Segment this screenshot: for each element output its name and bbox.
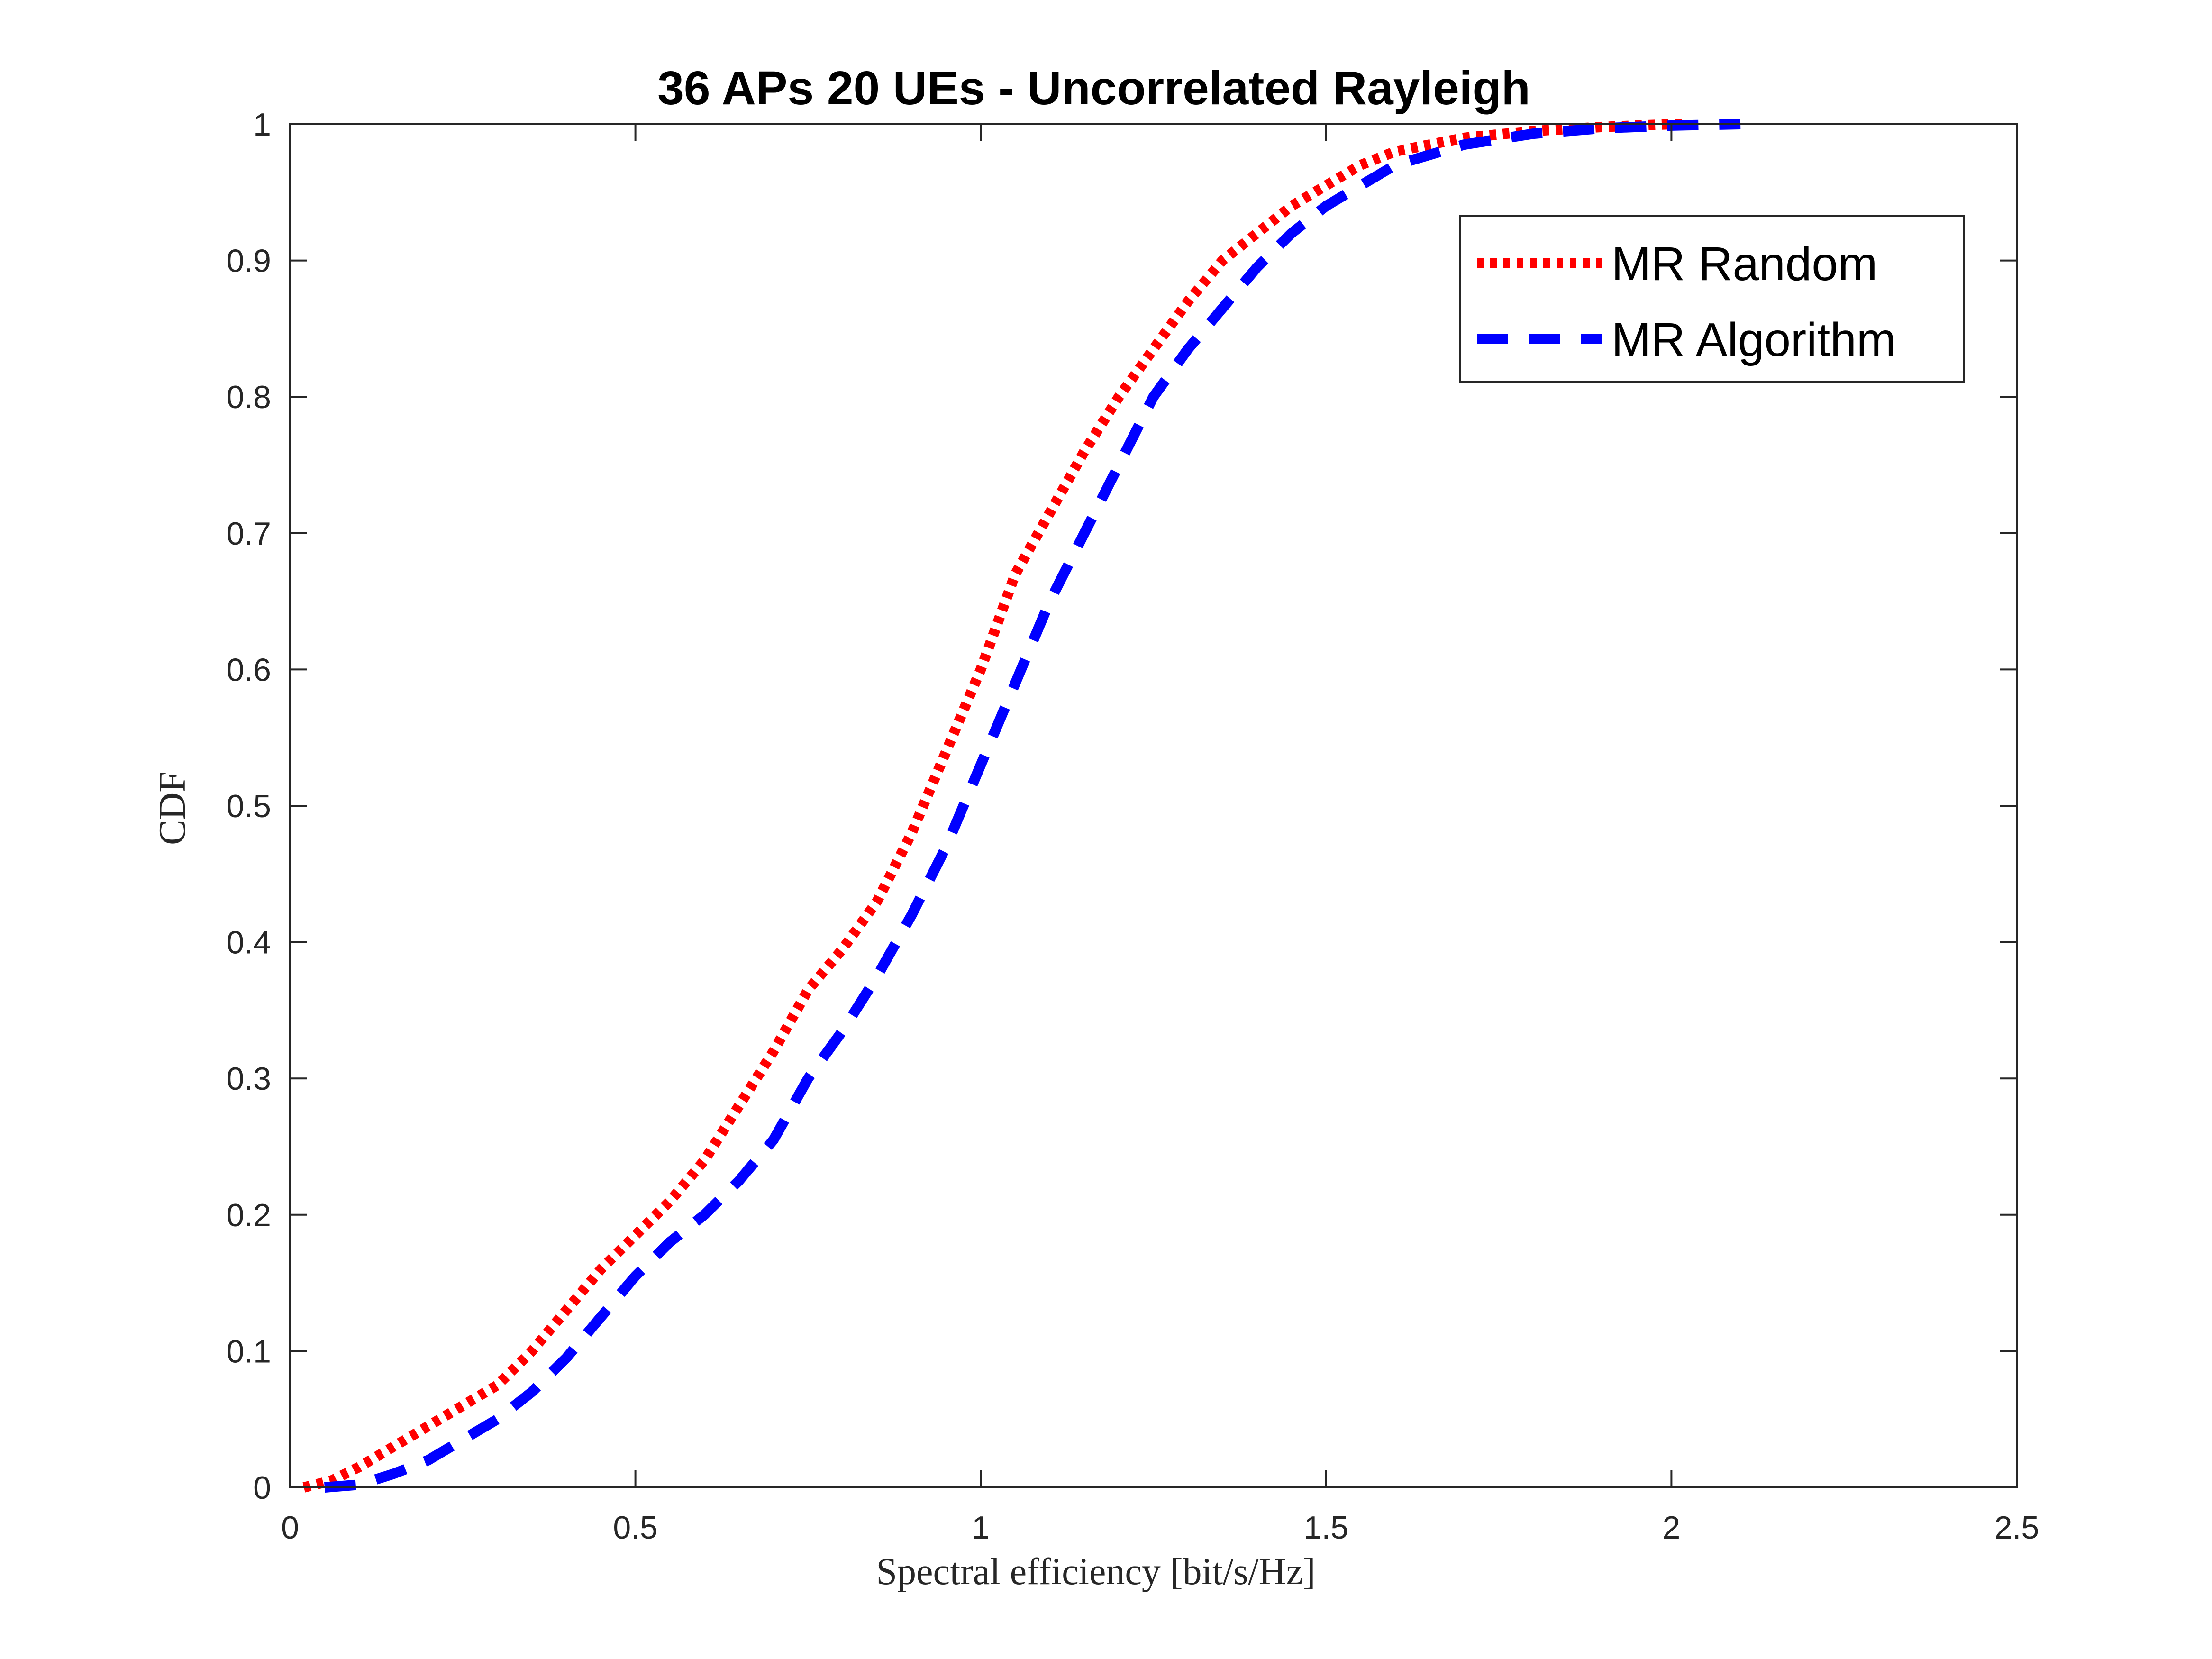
x-tick-label: 1	[972, 1510, 990, 1546]
x-axis-label: Spectral efficiency [bit/s/Hz]	[876, 1551, 1315, 1593]
legend-label-1: MR Random	[1611, 237, 1877, 291]
x-tick-label: 0	[281, 1510, 299, 1546]
legend: MR Random MR Algorithm	[1459, 215, 1965, 383]
y-tick-label: 0.3	[226, 1061, 271, 1097]
y-axis-label: CDF	[152, 771, 193, 845]
series-line-2	[324, 119, 1741, 1493]
x-tick-label: 0.5	[613, 1510, 658, 1546]
y-tick-label: 0.1	[226, 1333, 271, 1369]
y-tick-label: 0.4	[226, 925, 271, 961]
legend-box	[1459, 215, 1965, 383]
y-tick-label: 0.8	[226, 379, 271, 415]
legend-label-2: MR Algorithm	[1611, 313, 1896, 366]
y-tick-label: 0.2	[226, 1197, 271, 1233]
y-tick-label: 0.5	[226, 788, 271, 824]
y-tick-label: 1	[253, 107, 271, 143]
y-tick-label: 0.6	[226, 652, 271, 688]
x-tick-label: 1.5	[1304, 1510, 1349, 1546]
axis-ticks: 0 0.5 1 1.5 2 2.5 0 0.1 0.2 0.3 0.4 0.5 0.6 0.7 0.8 0.9…	[226, 107, 2039, 1546]
y-tick-label: 0.9	[226, 243, 271, 279]
chart-title: 36 APs 20 UEs - Uncorrelated Rayleigh	[657, 62, 1530, 115]
series-group	[302, 119, 1741, 1493]
y-tick-label: 0	[253, 1470, 271, 1506]
series-line-1	[302, 119, 1685, 1493]
y-tick-label: 0.7	[226, 516, 271, 552]
x-tick-label: 2	[1662, 1510, 1680, 1546]
x-tick-label: 2.5	[1994, 1510, 2039, 1546]
